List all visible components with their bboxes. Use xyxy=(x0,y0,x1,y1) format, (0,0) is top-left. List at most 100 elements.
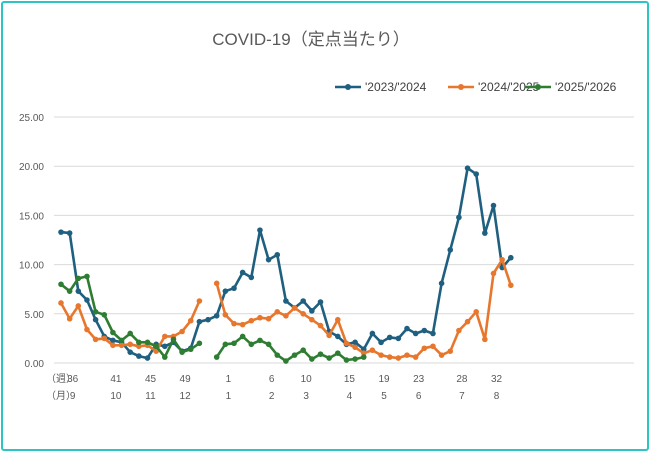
data-point xyxy=(464,318,471,325)
data-point xyxy=(360,354,367,360)
data-point xyxy=(127,349,133,355)
x-week-label: 28 xyxy=(456,374,468,385)
x-week-label: 41 xyxy=(110,374,122,385)
data-point xyxy=(257,227,263,233)
x-month-label: 10 xyxy=(110,391,122,402)
data-point xyxy=(352,339,358,346)
data-point xyxy=(213,312,220,319)
data-point xyxy=(136,353,142,359)
x-month-label: 5 xyxy=(381,391,387,402)
data-point xyxy=(257,337,263,344)
data-point xyxy=(170,336,177,343)
data-point xyxy=(291,352,298,358)
x-week-label: 23 xyxy=(413,374,425,385)
data-point xyxy=(404,352,410,358)
data-point xyxy=(326,332,332,339)
data-point xyxy=(196,318,203,325)
legend-marker xyxy=(535,84,541,90)
data-point xyxy=(482,336,488,343)
data-point xyxy=(66,230,73,236)
data-point xyxy=(196,340,203,347)
data-point xyxy=(187,317,194,324)
series-2 xyxy=(58,256,514,361)
x-week-label: 6 xyxy=(269,374,275,385)
data-point xyxy=(66,315,73,322)
data-point xyxy=(369,347,376,354)
data-point xyxy=(508,282,514,289)
x-month-label: 11 xyxy=(145,391,156,402)
data-point xyxy=(144,339,151,346)
data-point xyxy=(205,316,211,323)
chart-title: COVID-19（定点当たり） xyxy=(212,30,409,49)
data-point xyxy=(309,316,315,323)
x-week-label: 1 xyxy=(226,374,232,385)
data-point xyxy=(352,356,358,362)
data-point xyxy=(257,314,263,321)
data-point xyxy=(326,355,332,361)
legend-label: '2023/'2024 xyxy=(365,80,427,94)
x-month-row-label: （月） xyxy=(46,390,76,402)
data-point xyxy=(317,299,324,305)
data-point xyxy=(118,342,125,349)
data-point xyxy=(274,251,281,258)
y-tick-label: 5.00 xyxy=(25,310,45,321)
x-week-label: 10 xyxy=(301,374,313,385)
legend-marker xyxy=(458,84,464,90)
data-point xyxy=(309,308,315,314)
data-point xyxy=(456,327,462,334)
x-month-label: 4 xyxy=(347,391,353,402)
data-point xyxy=(187,346,194,353)
data-point xyxy=(222,341,229,348)
data-point xyxy=(309,356,315,362)
data-point xyxy=(239,333,246,340)
series-3 xyxy=(58,273,367,364)
data-point xyxy=(110,337,116,344)
data-point xyxy=(482,230,488,236)
data-point xyxy=(490,270,497,277)
data-point xyxy=(239,321,246,328)
x-week-label: 36 xyxy=(67,374,79,385)
data-point xyxy=(447,247,454,253)
data-point xyxy=(395,355,402,361)
data-point xyxy=(127,341,133,348)
x-week-label: 49 xyxy=(180,374,192,385)
data-point xyxy=(283,298,289,304)
data-point xyxy=(231,340,237,347)
data-point xyxy=(84,297,90,303)
data-point xyxy=(283,358,289,364)
x-month-label: 8 xyxy=(494,391,500,402)
data-point xyxy=(464,165,471,171)
data-point xyxy=(265,315,272,322)
data-point xyxy=(386,354,393,360)
data-point xyxy=(136,339,142,346)
data-point xyxy=(66,288,73,294)
data-point xyxy=(231,285,237,292)
data-point xyxy=(473,171,480,177)
data-point xyxy=(213,354,220,360)
data-point xyxy=(110,329,116,336)
legend-label: '2024/'2025 xyxy=(478,80,540,94)
data-point xyxy=(378,339,384,346)
data-point xyxy=(92,336,99,343)
x-month-label: 6 xyxy=(416,391,422,402)
data-point xyxy=(196,298,203,304)
data-point xyxy=(360,346,367,353)
data-point xyxy=(300,311,307,317)
data-point xyxy=(101,311,108,318)
data-point xyxy=(162,343,168,350)
data-point xyxy=(92,316,99,323)
data-point xyxy=(456,214,462,221)
data-point xyxy=(84,326,90,333)
x-week-label: 15 xyxy=(344,374,356,385)
data-point xyxy=(179,349,185,355)
legend-label: '2025/'2026 xyxy=(555,80,617,94)
x-axis-ticks: （週）（月）36 41 45 49 1 6 10 15 19 23 28 329 10 11 12 1 2 3 4 5… xyxy=(46,373,502,402)
data-point xyxy=(343,357,350,363)
data-point xyxy=(473,309,480,315)
data-point xyxy=(508,254,514,261)
data-point xyxy=(421,345,428,352)
series-line xyxy=(60,166,512,360)
data-point xyxy=(136,343,142,350)
